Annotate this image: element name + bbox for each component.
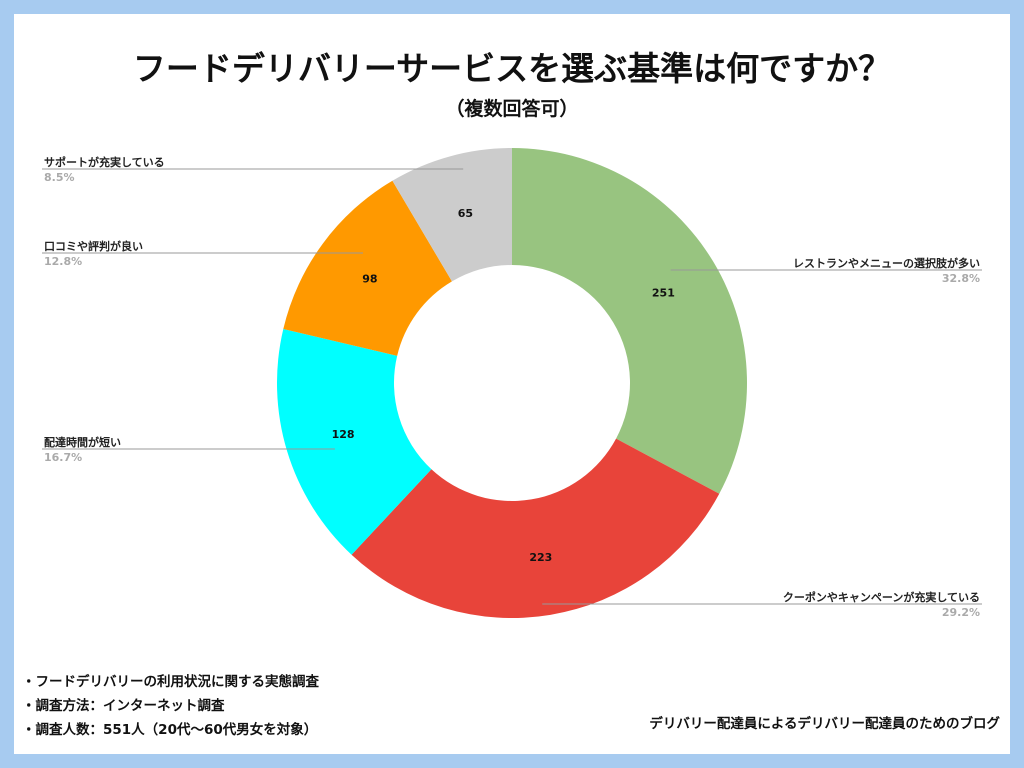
donut-slice <box>392 148 512 282</box>
donut-chart: 251 レストランやメニューの選択肢が多い 32.8% 223 クーポンやキャンペーンが… <box>42 148 982 619</box>
slice-percent-label: 29.2% <box>942 606 980 619</box>
donut-slice <box>351 438 720 618</box>
slice-value-label: 223 <box>529 551 552 564</box>
survey-note: 調査方法：インターネット調査 <box>22 694 319 718</box>
slice-value-label: 251 <box>652 286 675 299</box>
chart-card: フードデリバリーサービスを選ぶ基準は何ですか？ （複数回答可） 251 レストラン… <box>14 14 1010 754</box>
slice-percent-label: 16.7% <box>44 451 82 464</box>
chart-title: フードデリバリーサービスを選ぶ基準は何ですか？ <box>132 49 892 88</box>
slice-category-label: クーポンやキャンペーンが充実している <box>783 590 980 604</box>
slice-category-label: レストランやメニューの選択肢が多い <box>793 256 980 270</box>
slice-percent-label: 8.5% <box>44 171 75 184</box>
blog-credit: デリバリー配達員によるデリバリー配達員のためのブログ <box>649 716 1000 732</box>
slice-percent-label: 12.8% <box>44 255 82 268</box>
slice-percent-label: 32.8% <box>942 272 980 285</box>
survey-note: 調査人数：551人（20代〜60代男女を対象） <box>22 718 319 742</box>
slice-value-label: 128 <box>332 428 355 441</box>
slice-value-label: 65 <box>458 207 473 220</box>
chart-subtitle: （複数回答可） <box>445 98 579 120</box>
slice-category-label: 口コミや評判が良い <box>44 239 143 253</box>
donut-slice <box>512 148 747 494</box>
slice-value-label: 98 <box>362 272 377 285</box>
slice-category-label: 配達時間が短い <box>44 435 121 449</box>
slice-category-label: サポートが充実している <box>44 155 165 169</box>
donut-slice <box>283 180 452 356</box>
survey-notes: フードデリバリーの利用状況に関する実態調査 調査方法：インターネット調査 調査人… <box>22 670 320 742</box>
survey-note: フードデリバリーの利用状況に関する実態調査 <box>22 670 320 694</box>
donut-slice <box>277 328 432 555</box>
